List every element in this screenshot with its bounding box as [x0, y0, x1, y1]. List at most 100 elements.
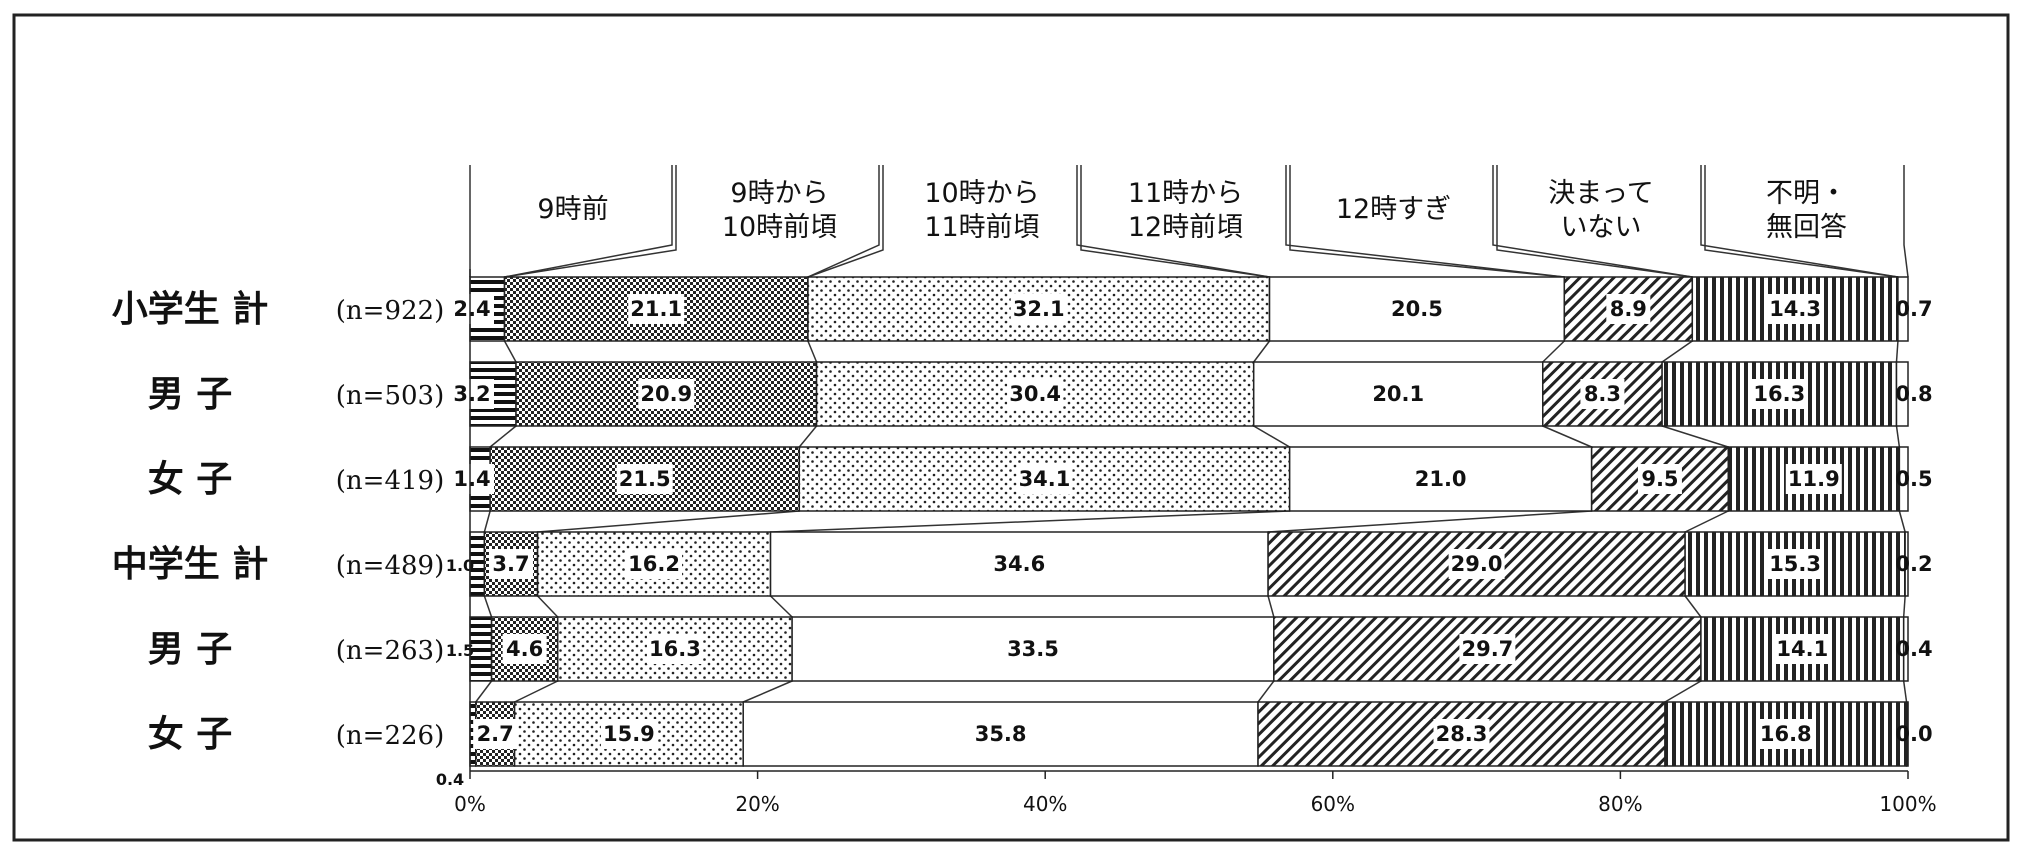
- row-label: 中学生 計: [112, 543, 269, 585]
- value-label-box: [1388, 294, 1445, 324]
- value-label-box: [1007, 379, 1064, 409]
- row-label: 女 子: [148, 459, 233, 500]
- connector-line: [483, 595, 493, 618]
- value-label-box: [638, 379, 695, 409]
- value-label: 14.3: [1769, 297, 1821, 321]
- value-label-box: [1751, 379, 1808, 409]
- legend-label: 11時前頃: [924, 212, 1039, 243]
- value-label-box: [488, 549, 533, 579]
- connector-line: [1664, 680, 1702, 703]
- legend-label: 9時から: [730, 178, 828, 209]
- connector-line: [742, 680, 793, 703]
- legend-leader-line: [1080, 165, 1270, 278]
- value-label: 0.4: [1895, 637, 1932, 661]
- value-label: 35.8: [975, 722, 1027, 746]
- connector-line: [1902, 595, 1906, 618]
- x-tick-label: 40%: [1023, 792, 1067, 816]
- legend-label: 無回答: [1766, 212, 1847, 243]
- value-label: 1.4: [453, 467, 490, 491]
- legend-label: 11時から: [1128, 178, 1243, 209]
- connector-line: [1267, 595, 1275, 618]
- legend-label: 12時すぎ: [1336, 194, 1451, 225]
- value-label: 16.3: [649, 637, 701, 661]
- value-label: 30.4: [1009, 382, 1061, 406]
- row-label: 男 子: [148, 629, 233, 670]
- legend-leader-line: [504, 165, 673, 278]
- connector-line: [503, 340, 517, 363]
- value-label-box: [1774, 634, 1831, 664]
- x-tick-label: 60%: [1311, 792, 1355, 816]
- connector-line: [1542, 340, 1565, 363]
- legend-label: 9時前: [537, 194, 608, 225]
- value-label-box: [991, 549, 1048, 579]
- value-label-box: [1580, 379, 1625, 409]
- legend-leader-line: [807, 165, 884, 278]
- row-label: 小学生 計: [112, 288, 269, 330]
- value-label: 16.3: [1753, 382, 1805, 406]
- value-label: 29.0: [1451, 552, 1503, 576]
- value-label: 33.5: [1007, 637, 1059, 661]
- x-tick-label: 100%: [1879, 792, 1936, 816]
- value-label-box: [616, 464, 673, 494]
- value-label: 20.5: [1391, 297, 1443, 321]
- connector-line: [1542, 425, 1592, 448]
- value-label: 8.9: [1610, 297, 1647, 321]
- value-label: 2.4: [453, 297, 490, 321]
- connector-line: [475, 680, 493, 703]
- value-label: 0.2: [1895, 552, 1932, 576]
- value-label: 8.3: [1584, 382, 1621, 406]
- connector-line: [807, 340, 818, 363]
- row-n-label: (n=263): [336, 636, 444, 666]
- legend-leader-line: [1496, 165, 1693, 278]
- legend-leader-line: [504, 165, 677, 278]
- value-label-box: [1757, 719, 1814, 749]
- value-label-box: [473, 719, 518, 749]
- row-n-label: (n=489): [336, 551, 444, 581]
- value-label-box: [600, 719, 657, 749]
- value-label: 3.7: [492, 552, 529, 576]
- value-label: 0.0: [1895, 722, 1932, 746]
- bar-segment: [1905, 701, 1909, 767]
- legend-leader-line: [1700, 165, 1899, 278]
- value-label: 0.8: [1895, 382, 1932, 406]
- value-label-box: [502, 634, 547, 664]
- value-label: 21.5: [619, 467, 671, 491]
- value-label: 21.0: [1415, 467, 1467, 491]
- connector-line: [1895, 340, 1899, 363]
- value-label: 9.5: [1641, 467, 1678, 491]
- bar-segment: [1902, 616, 1909, 682]
- value-label-box: [450, 294, 494, 324]
- value-label: 15.9: [603, 722, 655, 746]
- value-label: 20.1: [1372, 382, 1424, 406]
- legend-label: 決まって: [1548, 178, 1654, 209]
- legend-leader-line: [1903, 165, 1909, 278]
- value-label: 34.1: [1019, 467, 1071, 491]
- legend-leader-line: [1076, 165, 1270, 278]
- x-tick-label: 0%: [454, 792, 486, 816]
- legend-leader-line: [807, 165, 880, 278]
- connector-line: [1895, 425, 1901, 448]
- value-label: 1.5: [446, 641, 474, 660]
- value-label-box: [1004, 634, 1061, 664]
- connector-line: [1898, 510, 1906, 533]
- connector-line: [1661, 340, 1693, 363]
- value-label-box: [1459, 634, 1516, 664]
- row-labels: 小学生 計 (n=922) 男 子 (n=503) 女 子 (n=419) 中学生 計 (n=…: [112, 288, 445, 755]
- legend-leader-line: [1704, 165, 1899, 278]
- value-label: 1.0: [446, 556, 474, 575]
- connector-lines: [475, 340, 1908, 703]
- value-label-box: [972, 719, 1029, 749]
- legend-leader-line: [1285, 165, 1565, 278]
- row-label: 男 子: [148, 374, 233, 415]
- bar-segment: [1904, 531, 1909, 597]
- legend-label: 10時から: [924, 178, 1039, 209]
- connector-line: [1661, 425, 1729, 448]
- value-label-box: [1448, 549, 1505, 579]
- bars: [469, 276, 1909, 767]
- value-label: 29.7: [1461, 637, 1513, 661]
- row-n-label: (n=503): [336, 381, 444, 411]
- value-labels: 2.4 21.1 32.1 20.5 8.9 14.3 0.7 3.2 20.9 30.4 20.1…: [436, 294, 1933, 789]
- legend-label: 12時前頃: [1128, 212, 1243, 243]
- row-n-label: (n=226): [336, 721, 444, 751]
- value-label-box: [1016, 464, 1073, 494]
